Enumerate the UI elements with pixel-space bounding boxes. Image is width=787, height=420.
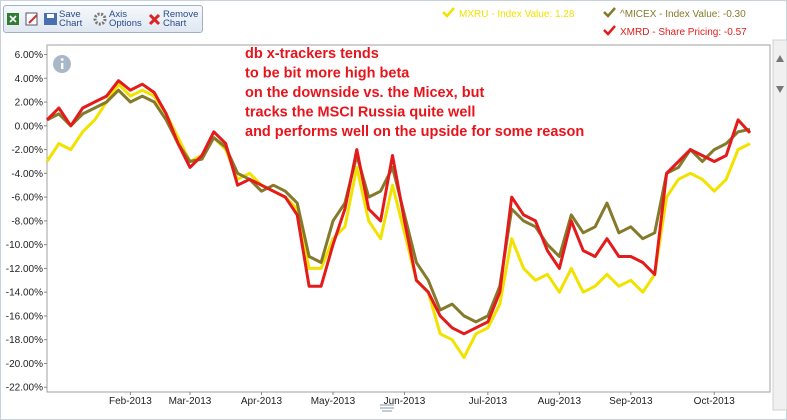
y-tick-label: -2.00%: [11, 145, 43, 156]
series-line: [45, 79, 752, 336]
y-tick-label: -8.00%: [11, 216, 43, 227]
x-tick-label: May-2013: [311, 396, 356, 407]
scrollbar[interactable]: [772, 39, 787, 411]
y-tick-label: 0.00%: [15, 121, 43, 132]
y-tick-label: -10.00%: [6, 240, 43, 251]
info-icon[interactable]: [53, 55, 71, 73]
y-tick-label: -20.00%: [6, 359, 43, 370]
excel-button[interactable]: [6, 7, 20, 31]
edit-button[interactable]: [25, 7, 39, 31]
y-tick-label: -22.00%: [6, 383, 43, 394]
legend-label: XMRD - Share Pricing: -0.57: [620, 27, 747, 38]
x-tick-label: Oct-2013: [694, 396, 736, 407]
x-tick-label: Jul-2013: [469, 396, 508, 407]
legend-marker: [603, 25, 616, 36]
scroll-up[interactable]: [776, 55, 784, 62]
y-tick-label: 2.00%: [15, 98, 43, 109]
x-tick-label: Apr-2013: [241, 396, 283, 407]
y-tick-label: -6.00%: [11, 193, 43, 204]
x-tick-label: Jun-2013: [384, 396, 426, 407]
annotation: and performs well on the upside for some…: [245, 124, 584, 140]
y-tick-label: -4.00%: [11, 169, 43, 180]
axis-options-label[interactable]: Axis Options: [109, 9, 142, 29]
legend-label: MXRU - Index Value: 1.28: [459, 9, 575, 20]
x-tick-label: Sep-2013: [609, 396, 653, 407]
y-tick-label: 6.00%: [15, 50, 43, 61]
x-tick-label: Feb-2013: [109, 396, 152, 407]
annotation: to be bit more high beta: [245, 66, 410, 82]
resize-handle[interactable]: [380, 404, 394, 412]
legend-entry[interactable]: XMRD - Share Pricing: -0.57: [603, 25, 747, 38]
x-tick-label: Aug-2013: [538, 396, 582, 407]
legend-entry[interactable]: MXRU - Index Value: 1.28: [442, 7, 575, 20]
legend-marker: [442, 7, 455, 18]
y-tick-label: -14.00%: [6, 288, 43, 299]
legend-marker: [603, 7, 616, 18]
legend-entry[interactable]: ^MICEX - Index Value: -0.30: [603, 7, 746, 20]
annotation: tracks the MSCI Russia quite well: [245, 105, 475, 121]
y-tick-label: -18.00%: [6, 335, 43, 346]
plot-area: [46, 44, 771, 393]
y-tick-label: -12.00%: [6, 264, 43, 275]
scroll-down[interactable]: [776, 86, 784, 93]
save-chart-label[interactable]: Save Chart: [59, 9, 83, 29]
y-tick-label: 4.00%: [15, 74, 43, 85]
annotation: db x-trackers tends: [245, 46, 379, 62]
save-chart-button[interactable]: Save Chart: [43, 7, 89, 31]
x-tick-label: Mar-2013: [169, 396, 212, 407]
annotation: on the downside vs. the Micex, but: [245, 85, 484, 101]
axis-options-button[interactable]: Axis Options: [93, 7, 142, 31]
y-tick-label: -16.00%: [6, 311, 43, 322]
legend-label: ^MICEX - Index Value: -0.30: [620, 9, 746, 20]
remove-chart-button[interactable]: Remove Chart: [147, 7, 199, 31]
remove-chart-label[interactable]: Remove Chart: [163, 9, 199, 29]
